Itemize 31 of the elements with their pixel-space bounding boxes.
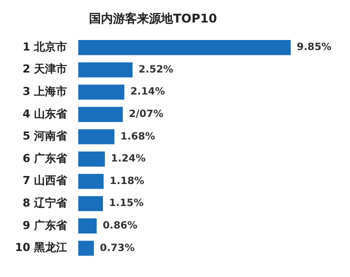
data-label: 2.14% — [130, 86, 166, 98]
y-tick-label: 9 广东省 — [22, 218, 68, 232]
chart-title: 国内游客来源地TOP10 — [89, 11, 217, 26]
bar — [78, 240, 94, 256]
data-label: 1.15% — [108, 198, 144, 210]
bar — [78, 152, 105, 167]
data-label: 0.73% — [100, 242, 135, 254]
data-label: 2.52% — [138, 64, 174, 76]
bar — [78, 40, 291, 56]
y-tick-label: 6 广东省 — [22, 152, 68, 165]
y-tick-label: 7 山西省 — [22, 174, 68, 188]
data-label: 0.86% — [102, 220, 138, 232]
y-tick-label: 5 河南省 — [22, 130, 68, 143]
bar — [78, 62, 133, 78]
data-label: 1.24% — [110, 154, 146, 165]
y-tick-label: 10 黑龙江 — [14, 241, 68, 254]
data-label: 1.68% — [120, 131, 156, 142]
data-label: 1.18% — [110, 176, 144, 187]
bar — [78, 196, 103, 212]
y-tick-label: 8 辽宁省 — [22, 196, 68, 210]
data-label: 9.85% — [296, 42, 332, 54]
bar — [78, 218, 97, 234]
data-label: 2/07% — [128, 109, 164, 120]
bar — [78, 84, 124, 100]
y-tick-label: 2 天津市 — [22, 62, 68, 76]
bar — [78, 129, 114, 144]
bar — [78, 174, 104, 189]
y-tick-label: 4 山东省 — [22, 107, 68, 120]
y-tick-label: 3 上海市 — [22, 85, 68, 98]
bar — [78, 106, 123, 122]
y-tick-label: 1 北京市 — [22, 40, 68, 54]
